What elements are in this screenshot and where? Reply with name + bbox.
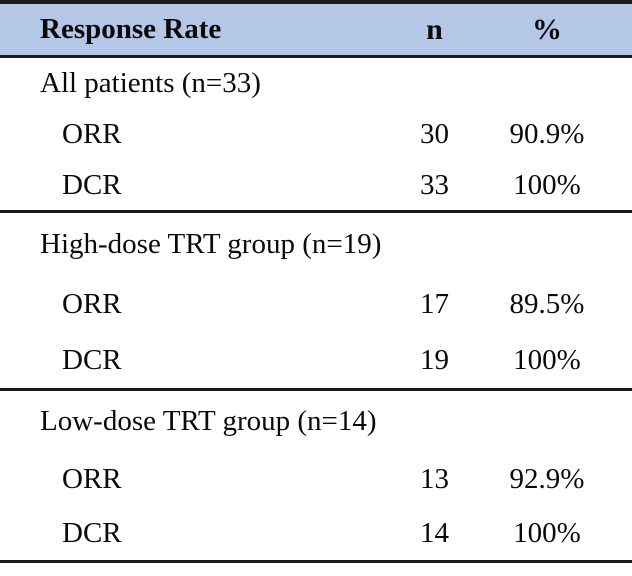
- section-header-row: Low-dose TRT group (n=14): [0, 391, 632, 451]
- table-row-dcr: DCR 14 100%: [0, 507, 632, 560]
- table-row-dcr: DCR 33 100%: [0, 160, 632, 210]
- pct-value: 92.9%: [509, 462, 585, 495]
- table-row-dcr: DCR 19 100%: [0, 333, 632, 388]
- n-value: 17: [420, 287, 449, 320]
- row-label: ORR: [62, 287, 122, 320]
- section-low-dose-trt: Low-dose TRT group (n=14) ORR 13 92.9% D…: [0, 391, 632, 563]
- n-value: 19: [420, 344, 449, 376]
- n-value: 13: [420, 462, 449, 495]
- row-label: DCR: [62, 517, 122, 549]
- n-value: 33: [420, 168, 449, 201]
- table-row-orr: ORR 30 90.9%: [0, 108, 632, 160]
- section-header-row: High-dose TRT group (n=19): [0, 213, 632, 275]
- section-title: All patients (n=33): [40, 66, 261, 99]
- row-label: ORR: [62, 117, 122, 150]
- section-title: High-dose TRT group (n=19): [40, 227, 382, 260]
- row-label: DCR: [62, 168, 122, 201]
- section-all-patients: All patients (n=33) ORR 30 90.9% DCR 33 …: [0, 58, 632, 213]
- row-label: DCR: [62, 344, 122, 376]
- table-row-orr: ORR 13 92.9%: [0, 451, 632, 507]
- pct-value: 100%: [513, 517, 581, 549]
- column-header-percent: %: [532, 12, 562, 46]
- column-header-response-rate: Response Rate: [40, 13, 222, 45]
- n-value: 14: [420, 517, 449, 549]
- section-header-row: All patients (n=33): [0, 58, 632, 108]
- response-rate-table: Response Rate n % All patients (n=33) OR…: [0, 0, 632, 563]
- table-row-orr: ORR 17 89.5%: [0, 275, 632, 333]
- pct-value: 100%: [513, 168, 581, 201]
- pct-value: 90.9%: [509, 117, 585, 150]
- row-label: ORR: [62, 462, 122, 495]
- pct-value: 89.5%: [509, 287, 585, 320]
- table-header-row: Response Rate n %: [0, 4, 632, 58]
- column-header-n: n: [426, 12, 443, 46]
- section-title: Low-dose TRT group (n=14): [40, 404, 377, 437]
- n-value: 30: [420, 117, 449, 150]
- section-high-dose-trt: High-dose TRT group (n=19) ORR 17 89.5% …: [0, 213, 632, 391]
- pct-value: 100%: [513, 344, 581, 376]
